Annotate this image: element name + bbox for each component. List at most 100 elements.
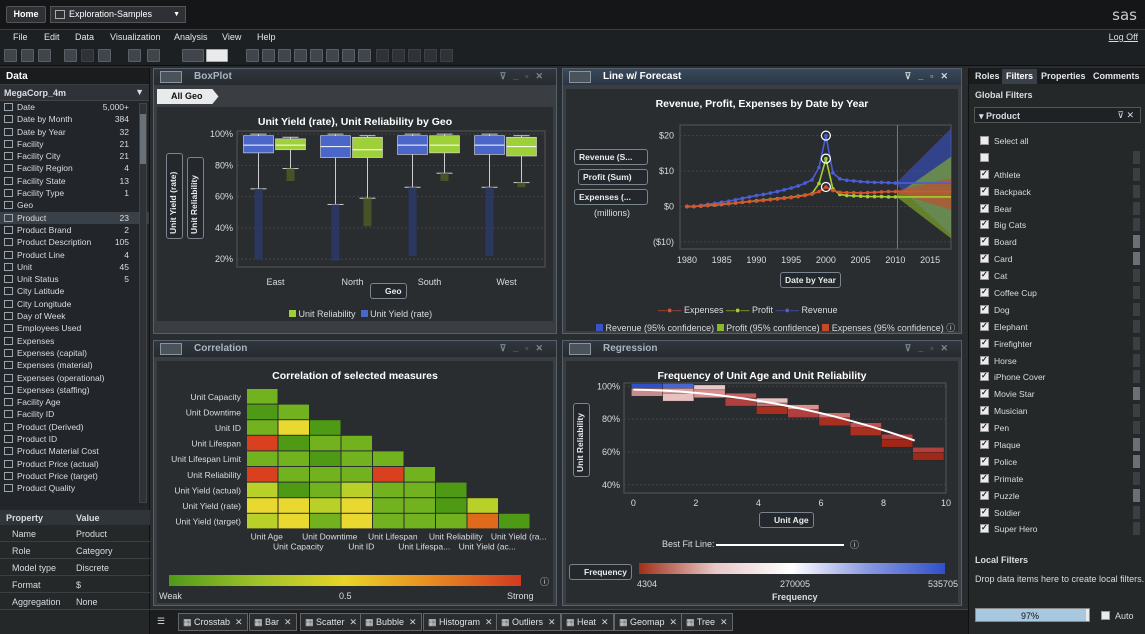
data-item[interactable]: City Longitude <box>0 298 149 310</box>
data-list-scrollbar[interactable] <box>139 103 147 503</box>
chart-blank3-icon[interactable] <box>408 49 421 62</box>
filter-checkbox[interactable] <box>980 219 989 230</box>
filter-item[interactable]: Horse <box>969 352 1145 369</box>
filter-checkbox[interactable] <box>980 236 989 247</box>
layout-icon[interactable] <box>128 49 141 62</box>
data-item[interactable]: Date 5,000+ <box>0 101 149 113</box>
scrollbar-thumb[interactable] <box>140 114 146 164</box>
filter-item-blank[interactable] <box>969 149 1145 166</box>
tab-properties[interactable]: Properties <box>1041 71 1086 81</box>
filter-checkbox[interactable] <box>980 321 989 331</box>
tab-tree[interactable]: ▦ Tree ✕ <box>681 613 733 631</box>
regression-icon[interactable] <box>569 343 591 355</box>
filter-item[interactable]: Musician <box>969 402 1145 419</box>
filter-item[interactable]: Coffee Cup <box>969 284 1145 301</box>
x-role-unit-age-button[interactable]: Unit Age <box>759 512 814 528</box>
data-item[interactable]: Product Price (actual) <box>0 458 149 470</box>
filter-item[interactable]: Movie Star <box>969 385 1145 402</box>
filter-checkbox[interactable] <box>980 388 989 399</box>
filter-checkbox[interactable] <box>980 270 989 281</box>
blank-checkbox[interactable] <box>980 152 989 162</box>
panel-controls[interactable]: ⊽_▫✕ <box>904 71 955 81</box>
close-icon[interactable]: ✕ <box>235 617 243 627</box>
filter-checkbox[interactable] <box>980 304 989 314</box>
line-chart-icon[interactable] <box>569 71 591 83</box>
data-item[interactable]: Facility City 21 <box>0 150 149 162</box>
new-icon[interactable] <box>4 49 17 62</box>
tab-roles[interactable]: Roles <box>975 71 1000 81</box>
tab-filters[interactable]: Filters <box>1002 69 1038 84</box>
boxplot-icon[interactable] <box>160 71 182 83</box>
chart-heat-icon[interactable] <box>342 49 355 62</box>
filter-item[interactable]: Puzzle <box>969 487 1145 504</box>
panel-controls[interactable]: ⊽_▫✕ <box>499 343 550 353</box>
chart-line-icon[interactable] <box>310 49 323 62</box>
data-item[interactable]: Facility Region 4 <box>0 162 149 174</box>
filter-item[interactable]: Police <box>969 453 1145 470</box>
data-item[interactable]: Expenses (capital) <box>0 347 149 359</box>
filter-checkbox[interactable] <box>980 203 989 213</box>
data-item[interactable]: Product (Derived) <box>0 421 149 433</box>
data-item[interactable]: Expenses (staffing) <box>0 384 149 396</box>
info-icon[interactable]: ⓘ <box>540 577 550 587</box>
redo-icon[interactable] <box>81 49 94 62</box>
filter-checkbox[interactable] <box>980 253 989 264</box>
data-item[interactable]: Product Price (target) <box>0 470 149 482</box>
data-item[interactable]: Product 23 <box>0 211 149 224</box>
filter-item[interactable]: Dog <box>969 301 1145 318</box>
chart-network-icon[interactable] <box>358 49 371 62</box>
data-item[interactable]: Facility Age <box>0 396 149 408</box>
tab-outliers[interactable]: ▦ Outliers ✕ <box>496 613 561 631</box>
filter-checkbox[interactable] <box>980 186 989 196</box>
data-item[interactable]: Facility State 13 <box>0 175 149 187</box>
filter-item[interactable]: Bear <box>969 200 1145 217</box>
close-icon[interactable]: ✕ <box>284 617 292 627</box>
data-item[interactable]: Expenses <box>0 335 149 347</box>
filter-item[interactable]: Primate <box>969 470 1145 487</box>
x-role-geo-button[interactable]: Geo <box>370 283 407 299</box>
data-item[interactable]: Date by Month 384 <box>0 113 149 125</box>
filter-item[interactable]: Athlete <box>969 166 1145 183</box>
data-item[interactable]: City Latitude <box>0 285 149 297</box>
info-icon[interactable]: ⓘ <box>946 323 956 333</box>
x-role-date-by-year-button[interactable]: Date by Year <box>780 272 841 288</box>
tab-histogram[interactable]: ▦ Histogram ✕ <box>423 613 498 631</box>
filter-checkbox[interactable] <box>980 371 989 382</box>
data-item[interactable]: Product Quality <box>0 482 149 494</box>
filter-item[interactable]: Pen <box>969 419 1145 436</box>
filter-checkbox[interactable] <box>980 287 989 298</box>
export-icon[interactable] <box>98 49 111 62</box>
save-icon[interactable] <box>38 49 51 62</box>
select-all-checkbox[interactable] <box>980 136 989 145</box>
data-item[interactable]: Unit Status 5 <box>0 273 149 285</box>
product-filter-header[interactable]: ▾ Product ⊽ ✕ <box>974 107 1141 123</box>
filter-item[interactable]: Card <box>969 250 1145 267</box>
filter-checkbox[interactable] <box>980 523 989 534</box>
filter-item[interactable]: Backpack <box>969 183 1145 200</box>
filter-checkbox[interactable] <box>980 169 989 179</box>
select-all-item[interactable]: Select all <box>969 132 1145 149</box>
chart-blank2-icon[interactable] <box>392 49 405 62</box>
tabs-menu-icon[interactable]: ☰ <box>157 616 166 626</box>
filter-checkbox[interactable] <box>980 473 989 483</box>
data-source-selector[interactable]: MegaCorp_4m ▼ <box>0 85 149 101</box>
tab-geomap[interactable]: ▦ Geomap ✕ <box>614 613 683 631</box>
report-selector[interactable]: Exploration-Samples ▼ <box>50 6 186 23</box>
home-button[interactable]: Home <box>6 6 46 23</box>
data-item[interactable]: Date by Year 32 <box>0 126 149 138</box>
tab-scatter[interactable]: ▦ Scatter ✕ <box>300 613 363 631</box>
tab-bar[interactable]: ▦ Bar ✕ <box>249 613 297 631</box>
chart-table-icon[interactable] <box>246 49 259 62</box>
panel-controls[interactable]: ⊽_▫✕ <box>499 71 550 81</box>
stack-icon[interactable] <box>147 49 160 62</box>
chart-grid-icon[interactable] <box>294 49 307 62</box>
undo-icon[interactable] <box>64 49 77 62</box>
menu-analysis[interactable]: Analysis <box>174 32 208 42</box>
data-item[interactable]: Facility ID <box>0 408 149 420</box>
data-item[interactable]: Expenses (operational) <box>0 372 149 384</box>
filter-menu-icon[interactable]: ⊽ ✕ <box>1117 110 1134 120</box>
chart-blank5-icon[interactable] <box>440 49 453 62</box>
data-item[interactable]: Expenses (material) <box>0 359 149 371</box>
y-role-revenue-button[interactable]: Revenue (S... <box>574 149 648 165</box>
data-item[interactable]: Product ID <box>0 433 149 445</box>
